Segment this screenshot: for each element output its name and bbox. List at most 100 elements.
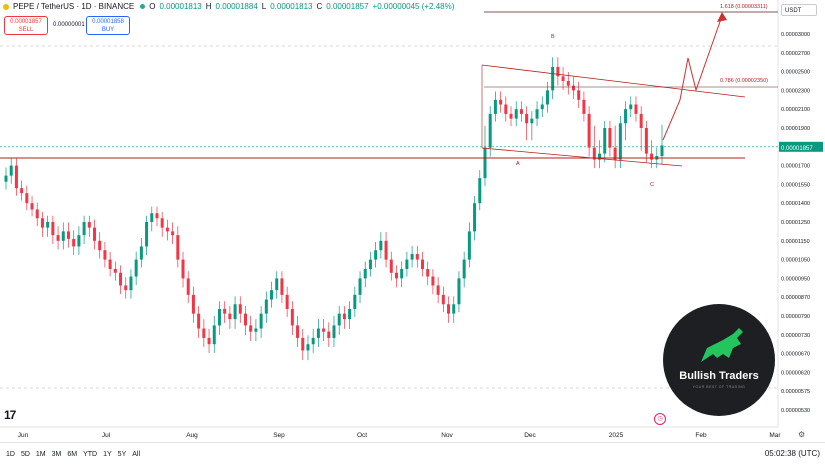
x-tick-label: Mar — [769, 432, 781, 439]
candle-body — [660, 145, 664, 157]
timeframe-1y[interactable]: 1Y — [103, 450, 112, 458]
candle-body — [561, 76, 565, 81]
timeframe-1m[interactable]: 1M — [35, 450, 46, 458]
x-tick-label: Jun — [18, 432, 29, 439]
candle-body — [415, 253, 419, 260]
candle-body — [176, 235, 180, 260]
candle-body — [259, 313, 263, 329]
candle-body — [93, 227, 97, 241]
candle-body — [30, 203, 34, 210]
candle-body — [4, 175, 8, 182]
candle-body — [124, 285, 128, 291]
candle-body — [368, 259, 372, 269]
pepe-coin-icon — [3, 3, 9, 10]
timeframe-5y[interactable]: 5Y — [117, 450, 127, 458]
candle-body — [207, 337, 211, 345]
candle-body — [348, 308, 352, 320]
candle-body — [473, 203, 477, 232]
candle-body — [56, 235, 60, 241]
candle-body — [644, 128, 648, 154]
candle-body — [40, 218, 44, 228]
x-tick-label: Dec — [524, 432, 536, 439]
candle-body — [113, 269, 117, 273]
candle-body — [394, 272, 398, 279]
candle-body — [243, 313, 247, 326]
candle-body — [587, 113, 591, 148]
candle-body — [87, 222, 91, 228]
candle-body — [545, 90, 549, 105]
y-tick-label: 0.00000870 — [781, 295, 810, 301]
candle-body — [61, 231, 65, 241]
candle-body — [280, 278, 284, 295]
y-tick-label: 0.00000575 — [781, 389, 810, 395]
timeframe-ytd[interactable]: YTD — [83, 450, 98, 458]
buy-button[interactable]: 0.00001858 BUY — [86, 16, 130, 35]
timeframe-all[interactable]: All — [132, 450, 141, 458]
candle-body — [530, 118, 534, 124]
candle-body — [212, 325, 216, 345]
candle-body — [358, 278, 362, 295]
chart-annotation: B — [551, 34, 555, 40]
timeframe-5d[interactable]: 5D — [20, 450, 30, 458]
candle-body — [217, 308, 221, 326]
candle-body — [499, 99, 503, 105]
candle-body — [160, 218, 164, 228]
candle-body — [301, 337, 305, 351]
candle-body — [9, 165, 13, 176]
timeframe-6m[interactable]: 6M — [67, 450, 78, 458]
close-label: C — [316, 2, 323, 11]
candle-body — [639, 113, 643, 128]
candle-body — [462, 259, 466, 279]
candle-body — [186, 278, 190, 295]
candle-body — [488, 113, 492, 148]
candle-body — [20, 188, 24, 194]
candle-body — [264, 299, 268, 314]
candle-body — [363, 269, 367, 279]
x-tick-label: Nov — [441, 432, 453, 439]
x-tick-label: Jul — [102, 432, 111, 439]
timeframe-3m[interactable]: 3M — [51, 450, 62, 458]
candle-body — [108, 259, 112, 269]
candle-body — [275, 278, 279, 291]
price-chart[interactable]: 0.00003000 0.00002700 0.00002500 0.00002300… — [0, 0, 825, 442]
candle-body — [322, 328, 326, 332]
channel-lower-line — [481, 147, 683, 167]
candle-body — [551, 66, 555, 91]
candle-body — [519, 109, 523, 114]
candle-body — [400, 269, 404, 279]
open-label: O — [149, 2, 156, 11]
projection-arrowhead — [717, 12, 727, 22]
y-tick-label: 0.00001050 — [781, 258, 810, 264]
candle-body — [379, 240, 383, 251]
timeframe-1d[interactable]: 1D — [6, 450, 15, 458]
candle-body — [223, 308, 227, 314]
candle-body — [483, 147, 487, 179]
candle-body — [389, 259, 393, 273]
high-value: 0.00001884 — [215, 2, 258, 11]
candle-body — [46, 222, 50, 228]
y-tick-label: 0.00000670 — [781, 352, 810, 358]
candle-body — [238, 304, 242, 314]
logo-title: Bullish Traders — [679, 370, 759, 382]
candle-body — [447, 304, 451, 314]
candle-body — [467, 231, 471, 260]
candle-body — [332, 325, 336, 338]
candle-body — [98, 240, 102, 251]
currency-selector[interactable]: USDT — [781, 4, 817, 16]
candle-body — [405, 259, 409, 269]
candle-body — [35, 209, 39, 219]
gear-icon[interactable]: ⚙ — [798, 430, 806, 439]
symbol-label[interactable]: PEPE / TetherUS · 1D · BINANCE — [13, 2, 135, 11]
replay-icon[interactable]: ◷ — [654, 413, 666, 425]
sell-button[interactable]: 0.00001857 SELL — [4, 16, 48, 35]
candle-body — [171, 231, 175, 236]
bull-icon — [701, 328, 743, 362]
projection-arrow — [662, 15, 723, 141]
candle-body — [66, 231, 70, 239]
candle-body — [233, 304, 237, 320]
candle-body — [566, 81, 570, 86]
candle-body — [478, 178, 482, 204]
spread-value: 0.00000001 — [53, 22, 85, 28]
x-tick-label: Aug — [186, 432, 198, 439]
candle-body — [72, 238, 76, 247]
